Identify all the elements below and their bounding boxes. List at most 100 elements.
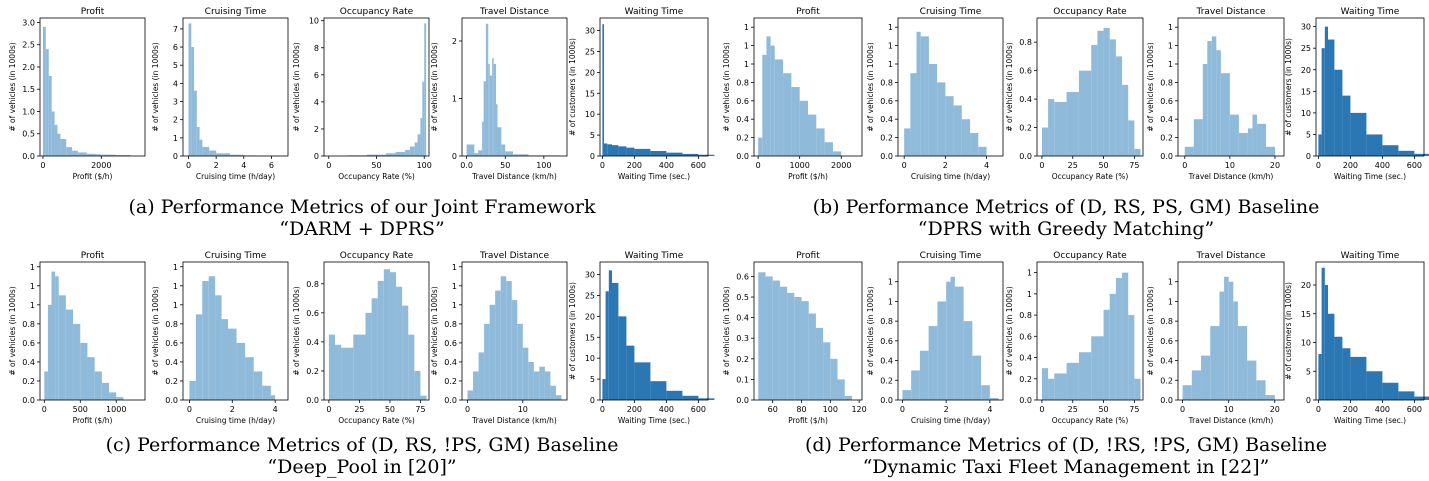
histogram-bar	[72, 150, 78, 156]
histogram-bar	[228, 328, 237, 400]
y-tick-label: 0	[452, 152, 457, 161]
histogram-bar	[1066, 91, 1079, 156]
histogram-bar	[420, 395, 427, 400]
axes-frame	[461, 261, 568, 401]
histogram-bar	[208, 276, 216, 400]
histogram-bar	[1041, 127, 1049, 156]
histogram-bar	[634, 362, 651, 400]
histogram-bar	[981, 385, 990, 400]
histogram-bar	[1091, 336, 1104, 400]
x-tick-label: 200	[1343, 161, 1358, 170]
axes-frame	[1036, 17, 1144, 157]
histogram-bar	[937, 301, 947, 400]
axes-frame	[182, 17, 289, 157]
histogram-bar	[95, 154, 102, 156]
histogram-bar	[1321, 267, 1325, 400]
histogram-bar	[1350, 356, 1367, 401]
histogram-bar	[837, 379, 845, 400]
histogram-bar	[389, 272, 397, 400]
x-tick-label: 50	[500, 161, 510, 170]
histogram-bar	[1321, 48, 1325, 156]
chart-title: Profit	[81, 7, 105, 17]
histogram-bar	[650, 381, 667, 400]
x-tick-label: 25	[1068, 161, 1078, 170]
y-tick-label: 10	[309, 17, 319, 26]
chart-panel-4: 0 200 400 600 0 5 10 15 20 25 30 Waiting Time Waitin…	[568, 7, 715, 181]
y-tick-label: 0.4	[165, 358, 178, 367]
x-axis-label: Cruising time (h/day)	[911, 172, 990, 181]
axes-frame	[1177, 17, 1285, 157]
chart-title: Cruising Time	[920, 7, 982, 17]
x-axis-label: Travel Distance (km/h)	[1188, 172, 1274, 181]
histogram-bar	[1097, 30, 1104, 156]
y-tick-label: 0.8	[1160, 78, 1173, 87]
x-tick-label: 0	[1316, 161, 1321, 170]
histogram-bar	[80, 342, 88, 400]
y-axis-label: # of vehicles (in 1000s)	[292, 286, 301, 375]
x-tick-label: 0	[1039, 405, 1044, 414]
histogram-bar	[758, 137, 763, 156]
histogram-bar	[698, 154, 715, 156]
x-tick-label: 2	[230, 405, 235, 414]
histogram-bar	[1193, 119, 1203, 156]
histogram-bar	[1134, 148, 1141, 156]
histogram-bar	[772, 280, 780, 400]
axes-frame	[1036, 261, 1144, 401]
histogram-bar	[1109, 293, 1116, 400]
histogram-bar	[94, 371, 102, 400]
y-tick-label: 0.2	[880, 134, 893, 143]
y-tick-label: 1.5	[22, 85, 35, 94]
histogram-bar	[488, 64, 490, 156]
y-axis-label: # of vehicles (in 1000s)	[292, 42, 301, 131]
x-tick-label: 500	[73, 405, 88, 414]
histogram-bar	[607, 144, 612, 156]
y-tick-label: 0.4	[22, 358, 35, 367]
histogram-bar	[618, 146, 627, 156]
x-tick-label: 0	[326, 405, 331, 414]
x-tick-label: 600	[1407, 161, 1422, 170]
y-tick-label: 5	[173, 61, 178, 70]
histogram-bar	[420, 118, 423, 156]
caption-d-line1: (d) Performance Metrics of (D, !RS, !PS,…	[804, 434, 1328, 456]
y-axis-label: # of vehicles (in 1000s)	[1005, 286, 1014, 375]
histogram-bar	[45, 49, 49, 156]
x-tick-label: 400	[659, 405, 674, 414]
histogram-bar	[328, 334, 335, 400]
y-tick-label: 0.2	[736, 355, 749, 364]
histogram-bar	[1216, 50, 1221, 157]
histogram-bar	[766, 36, 771, 156]
histogram-bar	[1334, 336, 1343, 400]
histogram-bar	[1224, 276, 1229, 400]
chart-panel-2: 0 50 100 0 2 4 6 8 10 Occupancy Rate Occupancy Rat…	[292, 7, 432, 181]
histogram-bar	[77, 152, 87, 156]
histogram-bar	[55, 276, 59, 400]
chart-panel-17: 0 25 50 75 0.0 0.2 0.4 0.6 0.8 1 1 Occupancy Rate Oc…	[1005, 251, 1144, 425]
chart-title: Cruising Time	[920, 251, 982, 261]
x-tick-label: 4	[273, 405, 278, 414]
y-tick-label: 0.0	[1160, 152, 1173, 161]
y-tick-label: 15	[1301, 87, 1311, 96]
chart-title: Profit	[796, 251, 820, 261]
histogram-bar	[409, 146, 415, 156]
y-tick-label: 10	[1301, 339, 1311, 348]
histogram-bar	[422, 81, 425, 156]
histogram-bar	[57, 133, 61, 156]
histogram-bar	[66, 147, 73, 156]
y-axis-label: # of vehicles (in 1000s)	[722, 286, 731, 375]
y-tick-label: 1	[452, 95, 457, 104]
histogram-bar	[497, 127, 502, 156]
histogram-bar	[366, 154, 387, 156]
histogram-bar	[495, 290, 501, 400]
histogram-bar	[467, 390, 474, 400]
chart-title: Waiting Time	[1341, 7, 1400, 17]
histogram-bar	[485, 23, 489, 156]
histogram-bar	[844, 395, 852, 400]
axes-frame	[323, 17, 430, 157]
x-tick-label: 20	[1270, 161, 1280, 170]
histogram-bar	[402, 305, 409, 400]
histogram-bar	[963, 321, 973, 400]
chart-title: Occupancy Rate	[1053, 7, 1127, 17]
y-tick-label: 2	[173, 116, 178, 125]
y-tick-label: 0.4	[736, 314, 749, 323]
x-tick-label: 100	[536, 161, 551, 170]
